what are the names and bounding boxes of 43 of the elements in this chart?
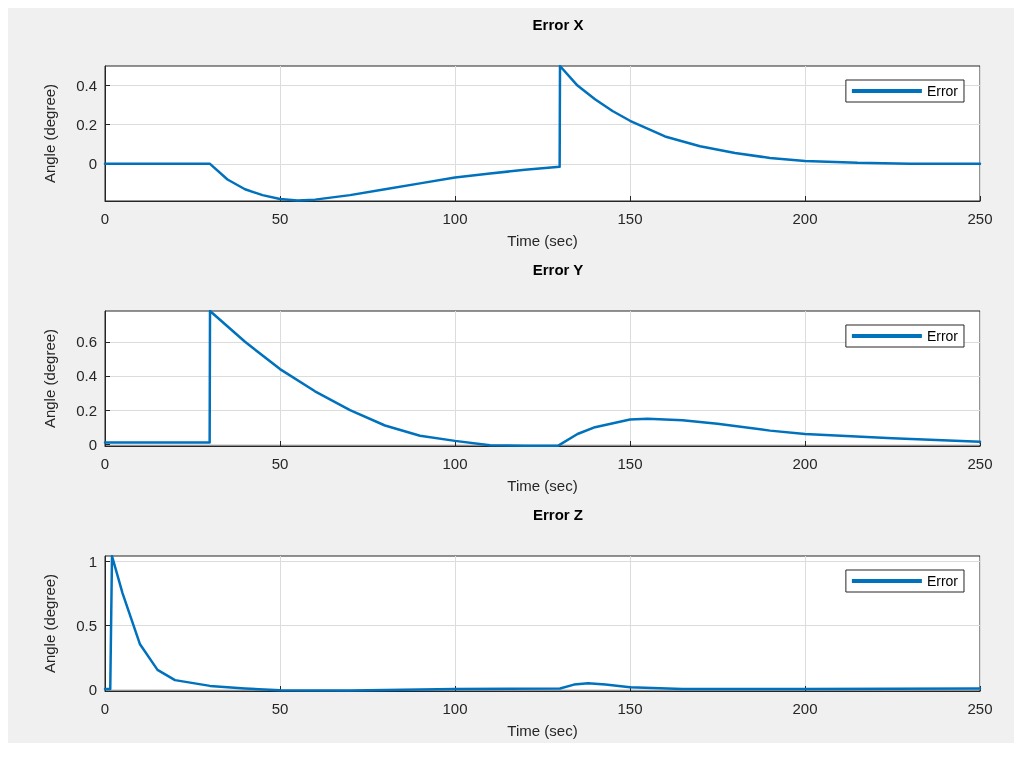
y-tick-label: 0.2: [76, 401, 97, 419]
x-tick-label: 150: [617, 210, 643, 227]
x-tick-label: 250: [967, 455, 993, 472]
x-tick-label: 50: [271, 700, 289, 717]
y-tick-label: 0.4: [76, 77, 97, 95]
x-axis-title: Time (sec): [507, 477, 578, 494]
x-tick-label: 150: [617, 700, 643, 717]
y-tick-label: 0: [88, 155, 97, 173]
line-series: [103, 554, 982, 692]
x-tick-label: 0: [100, 700, 110, 717]
x-tick-label: 200: [792, 210, 818, 227]
y-axis-title: Angle (degree): [41, 573, 58, 674]
x-tick-label: 100: [442, 455, 468, 472]
x-tick-label: 100: [442, 700, 468, 717]
y-axis-title: Angle (degree): [41, 328, 58, 429]
x-tick-label: 50: [271, 210, 289, 227]
x-tick-label: 100: [442, 210, 468, 227]
y-tick-label: 0: [88, 680, 97, 698]
y-tick-label: 0.2: [76, 116, 97, 134]
y-tick-label: 0: [88, 435, 97, 453]
chart-title: Error X: [532, 16, 584, 33]
x-tick-label: 0: [100, 455, 110, 472]
x-tick-label: 0: [100, 210, 110, 227]
chart-title: Error Y: [532, 261, 584, 278]
x-axis-title: Time (sec): [507, 232, 578, 249]
x-tick-label: 150: [617, 455, 643, 472]
x-axis-title: Time (sec): [507, 722, 578, 739]
y-axis-title: Angle (degree): [41, 83, 58, 184]
x-tick-label: 250: [967, 210, 993, 227]
y-tick-label: 0.6: [76, 333, 97, 351]
x-tick-label: 200: [792, 700, 818, 717]
legend-label: Error: [926, 573, 959, 589]
x-tick-label: 200: [792, 455, 818, 472]
chart-title: Error Z: [532, 506, 584, 523]
legend-label: Error: [926, 328, 959, 344]
x-tick-label: 250: [967, 700, 993, 717]
line-series: [103, 309, 982, 447]
y-tick-label: 0.5: [76, 616, 97, 634]
x-tick-label: 50: [271, 455, 289, 472]
legend-label: Error: [926, 83, 959, 99]
line-series: [103, 64, 982, 202]
y-tick-label: 1: [88, 552, 97, 570]
y-tick-label: 0.4: [76, 367, 97, 385]
